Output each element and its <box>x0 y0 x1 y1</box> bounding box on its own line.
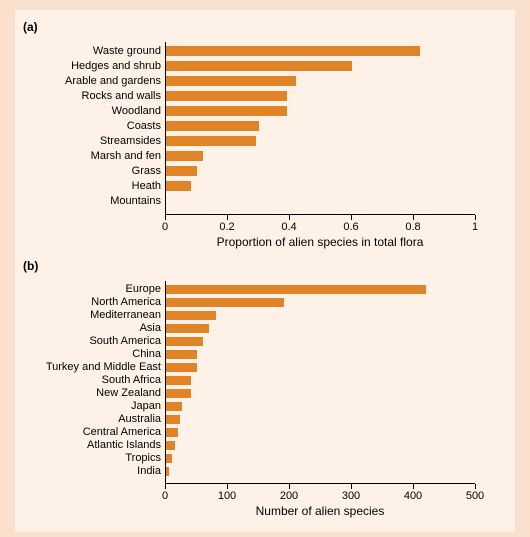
bar <box>166 136 256 146</box>
x-tick-label: 0 <box>162 490 168 502</box>
category-label: Rocks and walls <box>17 91 161 102</box>
category-label: India <box>17 466 161 477</box>
bar <box>166 415 180 424</box>
chart-a: Proportion of alien species in total flo… <box>15 34 515 253</box>
chart-a-plot-area <box>165 42 475 215</box>
category-label: Asia <box>17 323 161 334</box>
bar <box>166 181 191 191</box>
bar <box>166 285 426 294</box>
x-tick <box>413 215 414 220</box>
x-tick <box>351 484 352 489</box>
chart-b-panel-label: (b) <box>23 259 38 273</box>
bar <box>166 454 172 463</box>
category-label: Europe <box>17 284 161 295</box>
x-tick <box>227 484 228 489</box>
bar <box>166 350 197 359</box>
category-label: Coasts <box>17 121 161 132</box>
category-label: Mediterranean <box>17 310 161 321</box>
x-tick <box>289 215 290 220</box>
x-tick <box>413 484 414 489</box>
category-label: Turkey and Middle East <box>17 362 161 373</box>
x-tick-label: 0.8 <box>405 221 420 233</box>
x-tick-label: 0.6 <box>343 221 358 233</box>
bar <box>166 363 197 372</box>
bar <box>166 467 169 476</box>
category-label: North America <box>17 297 161 308</box>
category-label: Marsh and fen <box>17 151 161 162</box>
category-label: China <box>17 349 161 360</box>
bar <box>166 76 296 86</box>
x-tick-label: 0.2 <box>219 221 234 233</box>
x-tick-label: 1 <box>472 221 478 233</box>
bar <box>166 166 197 176</box>
inner-panel: (a) Proportion of alien species in total… <box>15 10 515 532</box>
chart-b: Number of alien species Europe North Amer… <box>15 273 515 522</box>
bar <box>166 61 352 71</box>
bar <box>166 46 420 56</box>
chart-b-x-axis-label: Number of alien species <box>165 504 475 518</box>
bar <box>166 402 182 411</box>
category-label: Woodland <box>17 106 161 117</box>
x-tick-label: 200 <box>280 490 298 502</box>
category-label: New Zealand <box>17 388 161 399</box>
bar <box>166 298 284 307</box>
x-tick <box>289 484 290 489</box>
chart-a-x-axis-label: Proportion of alien species in total flo… <box>165 235 475 249</box>
x-tick <box>165 215 166 220</box>
category-label: Waste ground <box>17 46 161 57</box>
bar <box>166 337 203 346</box>
category-label: South Africa <box>17 375 161 386</box>
category-label: Atlantic Islands <box>17 440 161 451</box>
category-label: Central America <box>17 427 161 438</box>
x-tick-label: 0.4 <box>281 221 296 233</box>
chart-a-panel-label: (a) <box>23 20 38 34</box>
x-tick-label: 300 <box>342 490 360 502</box>
page: (a) Proportion of alien species in total… <box>0 0 530 537</box>
x-tick-label: 500 <box>466 490 484 502</box>
chart-b-plot-area <box>165 281 475 484</box>
category-label: South America <box>17 336 161 347</box>
category-label: Grass <box>17 166 161 177</box>
category-label: Australia <box>17 414 161 425</box>
x-tick <box>351 215 352 220</box>
bar <box>166 376 191 385</box>
x-tick <box>475 215 476 220</box>
category-label: Arable and gardens <box>17 76 161 87</box>
bar <box>166 428 178 437</box>
x-tick-label: 400 <box>404 490 422 502</box>
x-tick <box>475 484 476 489</box>
bar <box>166 311 216 320</box>
category-label: Mountains <box>17 196 161 207</box>
bar <box>166 441 175 450</box>
category-label: Heath <box>17 181 161 192</box>
x-tick-label: 100 <box>218 490 236 502</box>
category-label: Hedges and shrub <box>17 61 161 72</box>
x-tick <box>165 484 166 489</box>
bar <box>166 389 191 398</box>
bar <box>166 106 287 116</box>
x-tick <box>227 215 228 220</box>
bar <box>166 121 259 131</box>
bar <box>166 91 287 101</box>
bar <box>166 324 209 333</box>
category-label: Tropics <box>17 453 161 464</box>
x-tick-label: 0 <box>162 221 168 233</box>
bar <box>166 151 203 161</box>
category-label: Japan <box>17 401 161 412</box>
category-label: Streamsides <box>17 136 161 147</box>
